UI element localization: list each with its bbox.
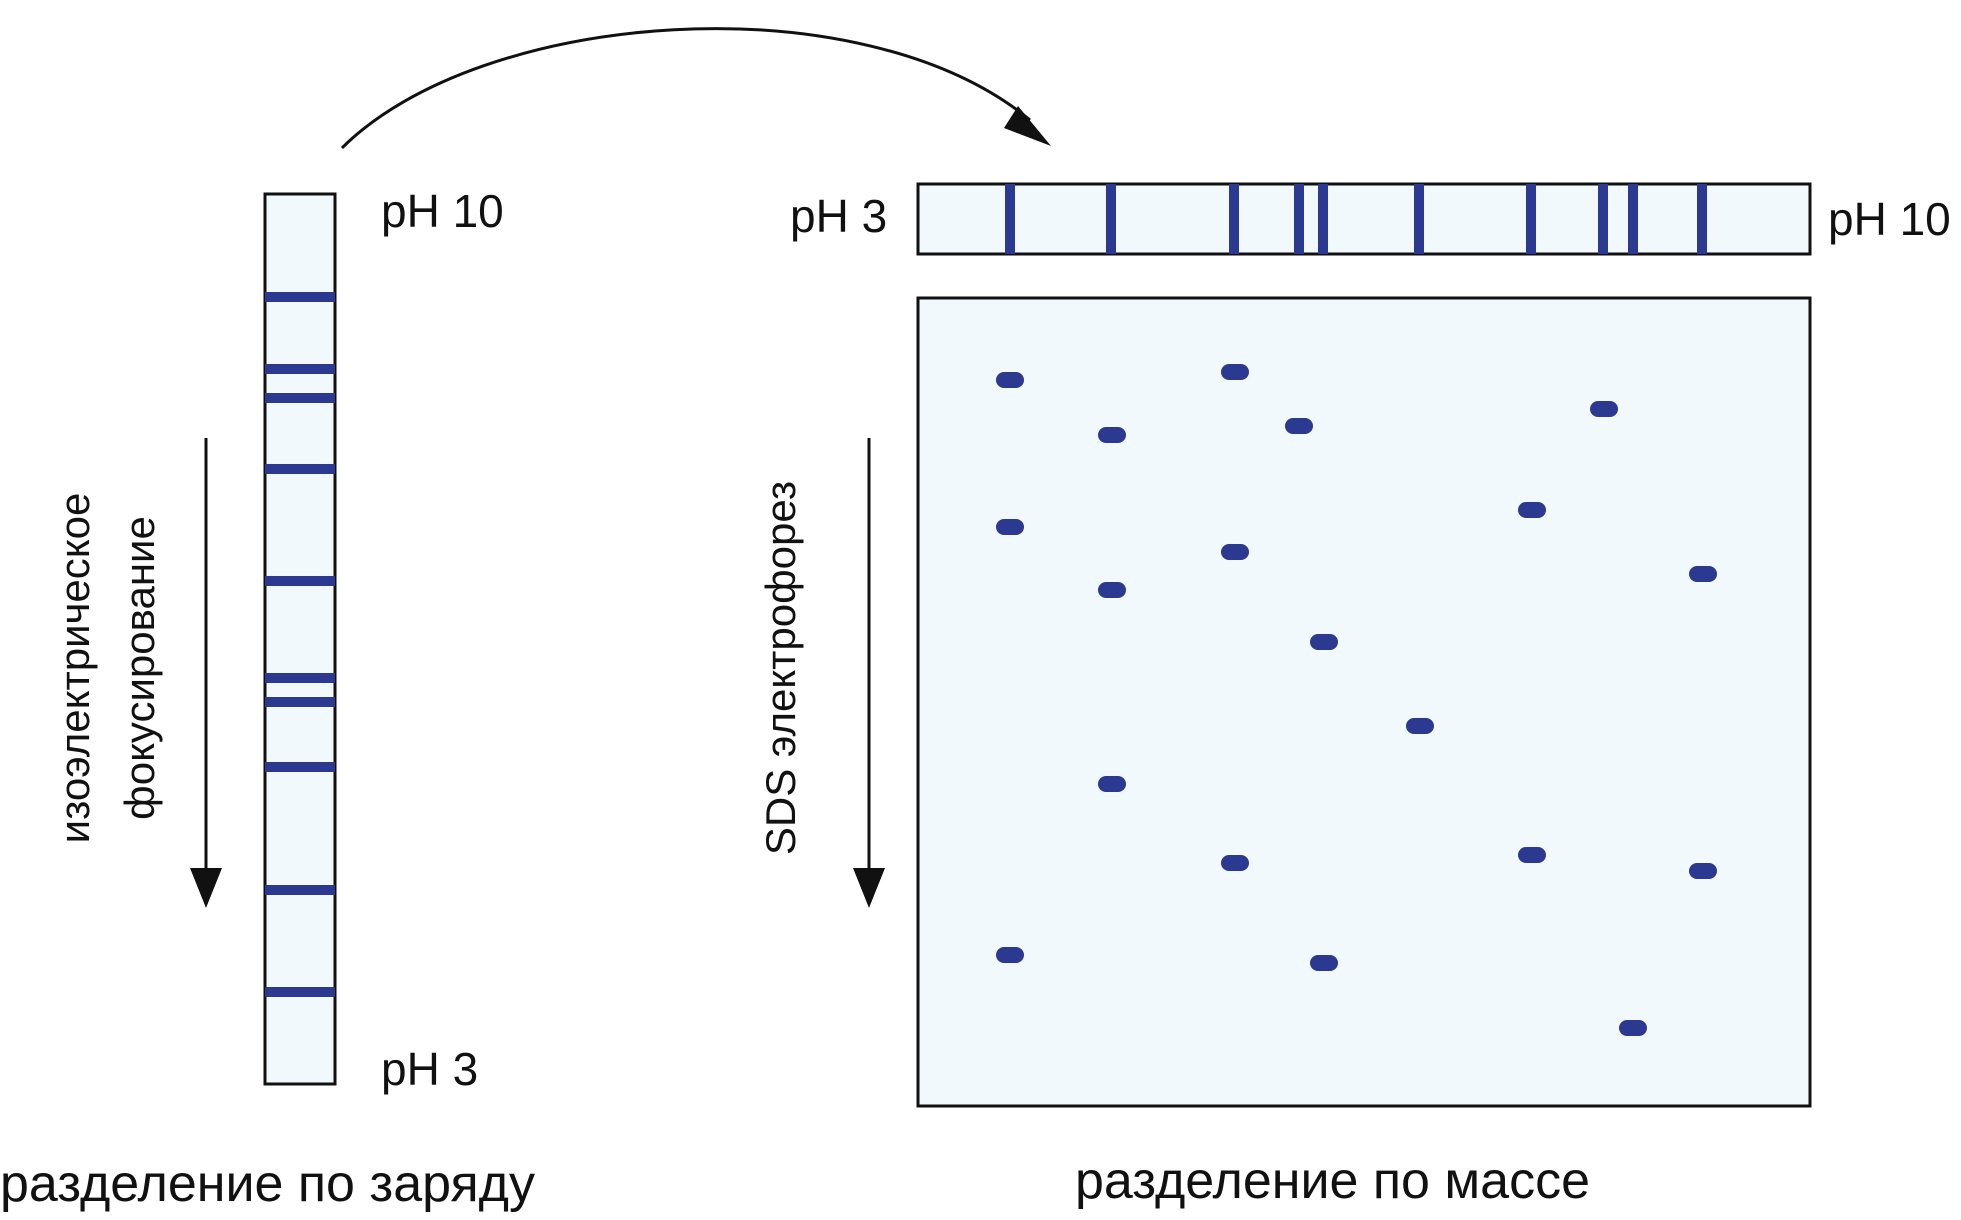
strip-band [1697,184,1707,254]
strip-band [1598,184,1608,254]
ief-band [265,762,335,772]
protein-spot [996,372,1024,388]
strip-band [1414,184,1424,254]
strip-left-label: pH 3 [790,190,888,242]
ief-band [265,673,335,683]
protein-spot [1098,427,1126,443]
protein-spot [1689,863,1717,879]
ief-band [265,364,335,374]
strip-band [1318,184,1328,254]
ief-direction-label-line2: фокусирование [116,516,163,820]
sds-direction-arrow [853,438,885,908]
ief-band [265,464,335,474]
ief-strip-gel [263,192,337,1086]
horizontal-strip-gel [916,182,1812,256]
protein-spot [1310,955,1338,971]
sds-direction-label: SDS электрофорез [757,480,804,856]
protein-spot [1221,364,1249,380]
ief-band [265,292,335,302]
ief-bottom-label: pH 3 [381,1043,479,1095]
horizontal-strip [916,182,1812,256]
protein-spot [1221,855,1249,871]
strip-right-label: pH 10 [1828,193,1951,245]
protein-spot [996,519,1024,535]
ief-band [265,885,335,895]
strip-band [1005,184,1015,254]
charge-separation-caption: разделение по заряду [0,1155,536,1213]
ief-band [265,697,335,707]
protein-spot [1406,718,1434,734]
protein-spot [1689,566,1717,582]
ief-direction-arrow [190,438,222,908]
protein-spot [1518,847,1546,863]
strip-band [1294,184,1304,254]
strip-band [1526,184,1536,254]
ief-bands [265,292,335,997]
ief-band [265,987,335,997]
protein-spot [1285,418,1313,434]
protein-spot [1221,544,1249,560]
protein-spot [1098,582,1126,598]
protein-spot [1098,776,1126,792]
gel-spots [996,364,1717,1036]
strip-bands [1005,184,1707,254]
ief-strip [263,192,337,1086]
ief-band [265,393,335,403]
protein-spot [996,947,1024,963]
ief-direction-label-line1: изоэлектрическое [51,492,98,844]
protein-spot [1518,502,1546,518]
protein-spot [1619,1020,1647,1036]
mass-separation-caption: разделение по массе [1075,1152,1590,1210]
ief-top-label: pH 10 [381,185,504,237]
slab-gel [916,296,1812,1108]
protein-spot [1310,634,1338,650]
strip-band [1628,184,1638,254]
curved-arrow [340,27,1051,150]
strip-band [1229,184,1239,254]
protein-spot [1590,401,1618,417]
strip-band [1106,184,1116,254]
ief-band [265,576,335,586]
slab-gel-area [916,296,1812,1108]
